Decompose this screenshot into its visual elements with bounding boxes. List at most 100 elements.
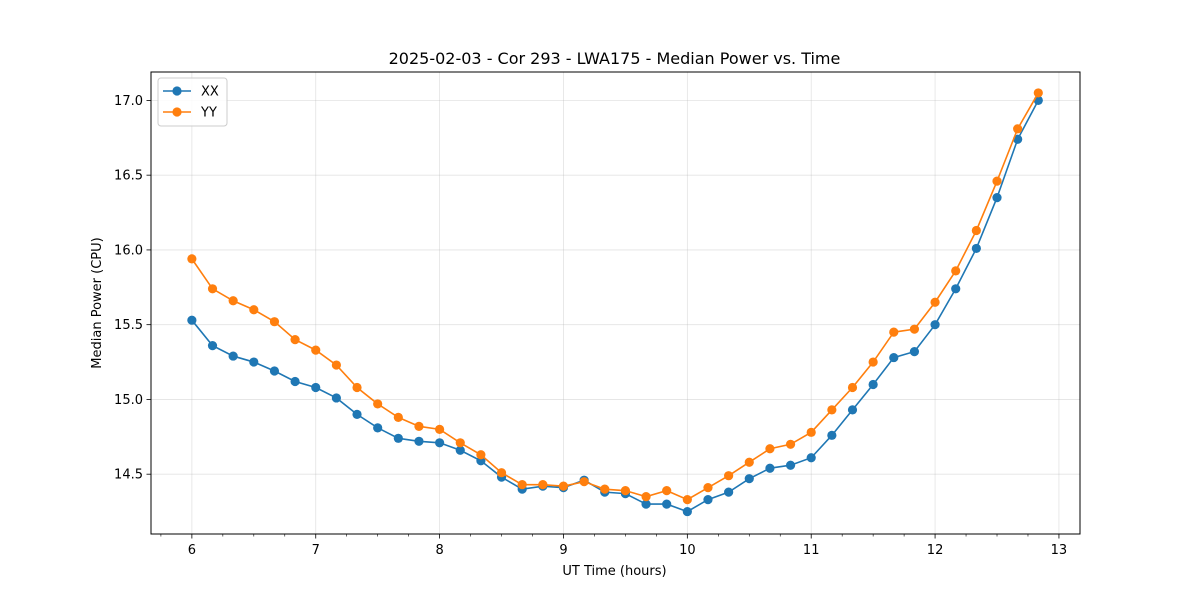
data-point-xx <box>889 352 899 363</box>
data-point-yy <box>724 471 734 481</box>
data-point-yy <box>1013 124 1023 134</box>
data-point-xx <box>207 341 218 351</box>
x-tick-label: 9 <box>559 543 567 558</box>
data-point-xx <box>703 495 713 505</box>
data-point-yy <box>496 468 507 478</box>
data-point-yy <box>765 444 775 454</box>
data-point-yy <box>228 296 238 306</box>
data-point-xx <box>331 393 341 403</box>
x-tick-label: 7 <box>312 543 320 558</box>
data-point-yy <box>868 357 878 367</box>
data-point-yy <box>600 484 610 494</box>
data-point-yy <box>847 382 858 393</box>
grid-layer <box>151 72 1080 534</box>
data-point-xx <box>827 430 837 440</box>
data-point-xx <box>971 243 981 254</box>
data-point-yy <box>269 317 280 327</box>
data-point-xx <box>187 315 197 325</box>
series-line-xx <box>191 100 1039 513</box>
legend-label: YY <box>200 106 217 121</box>
data-point-yy <box>207 284 218 294</box>
data-point-yy <box>311 345 321 355</box>
data-point-xx <box>930 320 940 330</box>
legend-marker <box>172 107 182 117</box>
data-point-xx <box>662 499 672 509</box>
data-point-xx <box>373 423 383 433</box>
data-point-yy <box>331 360 341 370</box>
data-point-yy <box>951 266 961 276</box>
data-point-xx <box>868 379 878 390</box>
data-point-yy <box>476 450 486 460</box>
data-point-yy <box>682 495 692 505</box>
data-point-xx <box>785 460 796 470</box>
legend: XX YY <box>157 77 228 127</box>
data-point-xx <box>269 366 280 376</box>
data-point-yy <box>806 427 816 437</box>
data-point-yy <box>930 297 940 307</box>
data-point-xx <box>992 192 1002 203</box>
data-point-xx <box>435 438 445 448</box>
data-point-yy <box>909 324 920 334</box>
series-line-yy <box>191 92 1039 501</box>
y-tick-label: 15.5 <box>114 318 143 333</box>
x-tick-label: 6 <box>188 543 196 558</box>
data-point-yy <box>579 477 589 487</box>
ticks-layer: 6 7 8 9 10 11 12 13 14.5 15.0 15.5 16.0 16.5 17.0 <box>114 94 1067 558</box>
data-point-yy <box>1033 88 1043 98</box>
data-point-yy <box>187 254 197 264</box>
y-tick-label: 14.5 <box>114 468 143 483</box>
data-point-yy <box>435 424 445 434</box>
data-point-yy <box>249 305 259 315</box>
data-point-xx <box>290 376 300 387</box>
x-tick-label: 8 <box>435 543 443 558</box>
plot-frame <box>150 71 1081 535</box>
data-point-yy <box>703 483 713 493</box>
y-tick-label: 16.5 <box>114 169 143 184</box>
data-point-xx <box>352 409 362 419</box>
chart-title: 2025-02-03 - Cor 293 - LWA175 - Median P… <box>389 49 841 68</box>
data-point-yy <box>455 438 465 448</box>
y-tick-label: 15.0 <box>114 393 143 408</box>
data-point-yy <box>744 457 754 467</box>
data-point-xx <box>847 405 858 415</box>
data-point-xx <box>641 499 651 509</box>
x-tick-label: 10 <box>679 543 696 558</box>
data-point-xx <box>806 453 816 463</box>
data-point-yy <box>290 335 300 345</box>
data-point-xx <box>724 487 734 497</box>
data-point-yy <box>538 480 548 490</box>
legend-label: XX <box>201 85 219 100</box>
data-point-yy <box>352 382 362 393</box>
data-point-yy <box>641 492 651 502</box>
data-point-yy <box>992 176 1002 186</box>
y-tick-label: 17.0 <box>114 94 143 109</box>
data-point-xx <box>909 346 920 357</box>
data-point-xx <box>311 382 321 393</box>
data-point-yy <box>889 327 899 337</box>
series-yy <box>187 88 1043 505</box>
data-point-xx <box>765 463 775 473</box>
data-point-xx <box>455 445 465 455</box>
data-point-xx <box>951 284 961 294</box>
data-point-xx <box>228 351 238 361</box>
y-tick-label: 16.0 <box>114 243 143 258</box>
data-point-yy <box>373 399 383 409</box>
data-point-yy <box>662 486 672 496</box>
data-point-xx <box>393 433 403 443</box>
data-point-xx <box>414 436 424 446</box>
data-point-yy <box>517 480 527 490</box>
data-point-yy <box>620 486 631 496</box>
data-point-yy <box>785 439 796 449</box>
series-layer <box>187 88 1043 517</box>
data-point-xx <box>249 357 259 367</box>
data-point-xx <box>1013 134 1023 144</box>
data-point-xx <box>744 474 754 484</box>
legend-marker <box>172 86 182 96</box>
data-point-yy <box>971 225 981 236</box>
x-tick-label: 11 <box>803 543 820 558</box>
data-point-yy <box>827 405 837 415</box>
data-point-yy <box>414 421 424 431</box>
x-tick-label: 13 <box>1051 543 1068 558</box>
data-point-yy <box>393 412 403 422</box>
